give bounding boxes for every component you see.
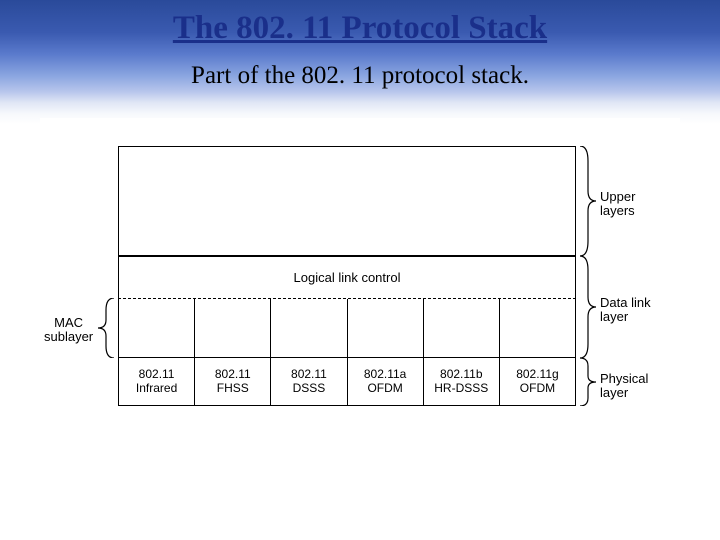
datalink-brace [578, 256, 596, 358]
slide-subtitle: Part of the 802. 11 protocol stack. [0, 62, 720, 90]
mac-cell [424, 299, 500, 357]
upper-layers-label-line2: layers [600, 204, 635, 218]
phys-cell-top: 802.11g [516, 368, 559, 382]
phys-cell-top: 802.11 [139, 368, 175, 382]
phys-cell-hrdsss: 802.11b HR-DSSS [424, 358, 500, 405]
phys-cell-fhss: 802.11 FHSS [195, 358, 271, 405]
mac-cell [271, 299, 347, 357]
phys-cell-top: 802.11b [440, 368, 483, 382]
phys-cell-bot: OFDM [367, 382, 402, 396]
phys-cell-ofdm-g: 802.11g OFDM [500, 358, 575, 405]
upper-layers-label-line1: Upper [600, 190, 635, 204]
mac-brace-left [98, 298, 116, 358]
datalink-label-line1: Data link [600, 296, 651, 310]
physical-row: 802.11 Infrared 802.11 FHSS 802.11 DSSS … [118, 358, 576, 406]
llc-label: Logical link control [294, 270, 401, 285]
phys-cell-infrared: 802.11 Infrared [119, 358, 195, 405]
physical-label-line2: layer [600, 386, 648, 400]
slide: The 802. 11 Protocol Stack Part of the 8… [0, 0, 720, 540]
upper-layers-label: Upper layers [600, 190, 635, 219]
mac-sublayer-label: MAC sublayer [44, 316, 93, 345]
datalink-label: Data link layer [600, 296, 651, 325]
mac-row [118, 298, 576, 358]
phys-cell-bot: OFDM [520, 382, 555, 396]
physical-brace [578, 358, 596, 406]
phys-cell-top: 802.11 [215, 368, 251, 382]
protocol-stack-figure: MAC sublayer Logical link control 802.11… [40, 118, 680, 478]
phys-cell-dsss: 802.11 DSSS [271, 358, 347, 405]
upper-brace [578, 146, 596, 256]
phys-cell-ofdm-a: 802.11a OFDM [348, 358, 424, 405]
slide-title: The 802. 11 Protocol Stack [0, 10, 720, 47]
mac-cell [500, 299, 575, 357]
physical-label: Physical layer [600, 372, 648, 401]
phys-cell-bot: HR-DSSS [434, 382, 488, 396]
upper-layers-box [118, 146, 576, 256]
physical-label-line1: Physical [600, 372, 648, 386]
mac-cell [195, 299, 271, 357]
phys-cell-bot: DSSS [293, 382, 326, 396]
phys-cell-bot: FHSS [217, 382, 249, 396]
phys-cell-top: 802.11 [291, 368, 327, 382]
mac-cell [119, 299, 195, 357]
phys-cell-bot: Infrared [136, 382, 177, 396]
mac-cell [348, 299, 424, 357]
datalink-label-line2: layer [600, 310, 651, 324]
mac-sublayer-label-line1: MAC [44, 316, 93, 330]
phys-cell-top: 802.11a [364, 368, 407, 382]
llc-box: Logical link control [118, 256, 576, 298]
mac-sublayer-label-line2: sublayer [44, 330, 93, 344]
